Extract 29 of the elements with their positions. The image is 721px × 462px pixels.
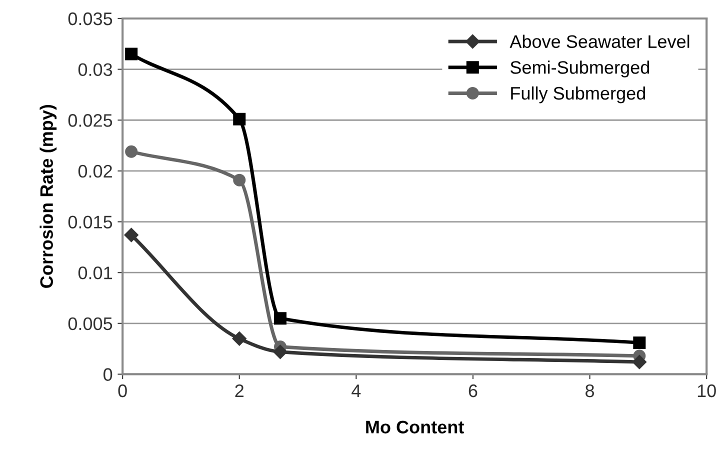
x-axis-title: Mo Content bbox=[366, 420, 464, 434]
point bbox=[633, 336, 646, 349]
point bbox=[233, 174, 246, 186]
y-tick-label: 0.005 bbox=[68, 317, 112, 330]
y-tick-label: 0.035 bbox=[68, 12, 112, 26]
y-tick-label: 0.025 bbox=[68, 114, 112, 127]
y-tick-label: 0.03 bbox=[78, 63, 112, 76]
x-tick-label: 10 bbox=[698, 384, 716, 398]
legend-label: Above Seawater Level bbox=[510, 34, 690, 48]
point bbox=[632, 354, 646, 370]
y-tick-label: 0.015 bbox=[68, 216, 112, 228]
y-tick-label: 0.02 bbox=[78, 164, 112, 178]
y-tick-label: 0 bbox=[104, 368, 112, 381]
y-axis-title: Corrosion Rate (mpy) bbox=[40, 104, 57, 288]
point bbox=[124, 228, 138, 242]
x-tick-label: 2 bbox=[235, 384, 244, 398]
legend-label: Semi-Submerged bbox=[510, 60, 649, 78]
point bbox=[274, 312, 287, 325]
y-tick-label: 0.01 bbox=[78, 266, 112, 280]
point bbox=[233, 112, 246, 126]
x-tick-label: 6 bbox=[468, 384, 478, 398]
x-tick-label: 4 bbox=[352, 384, 361, 398]
point bbox=[273, 344, 288, 359]
legend-label: Fully Submerged bbox=[511, 86, 645, 104]
point bbox=[232, 332, 246, 346]
point bbox=[125, 145, 138, 158]
x-tick-label: 0 bbox=[118, 384, 127, 398]
x-tick-label: 8 bbox=[586, 384, 594, 398]
point bbox=[125, 48, 138, 60]
